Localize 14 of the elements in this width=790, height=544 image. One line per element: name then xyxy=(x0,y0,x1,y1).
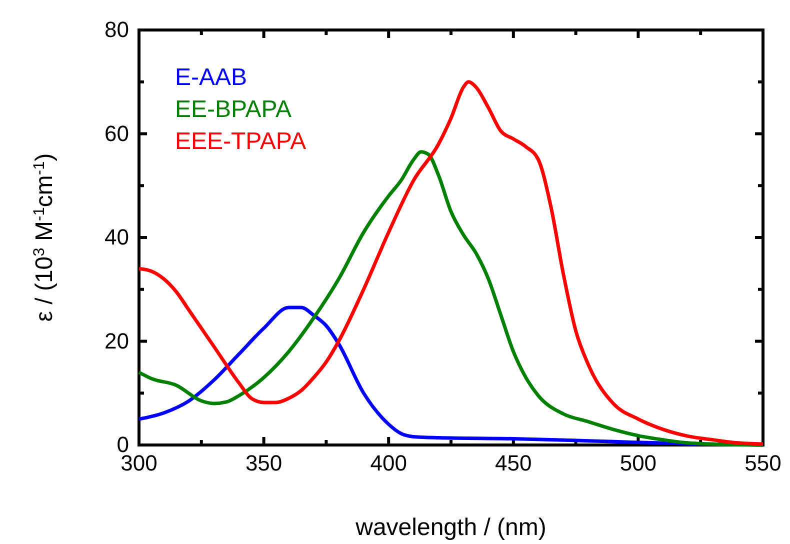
y-tick-label: 40 xyxy=(104,224,129,250)
text: EEE-TPAPA xyxy=(175,128,306,155)
x-axis-title: wavelength / (nm) xyxy=(354,514,546,541)
y-tick-label: 60 xyxy=(104,120,129,146)
y-tick-label: 80 xyxy=(104,17,129,42)
y-tick-label: 20 xyxy=(104,328,129,354)
text: EE-BPAPA xyxy=(175,96,292,123)
x-tick-label: 500 xyxy=(620,450,657,476)
x-tick-label: 550 xyxy=(744,450,782,476)
x-tick-label: 350 xyxy=(245,450,282,476)
x-tick-label: 400 xyxy=(370,450,407,476)
x-tick-label: 450 xyxy=(495,450,532,476)
line-series xyxy=(137,150,765,447)
text: E-AAB xyxy=(175,64,248,91)
